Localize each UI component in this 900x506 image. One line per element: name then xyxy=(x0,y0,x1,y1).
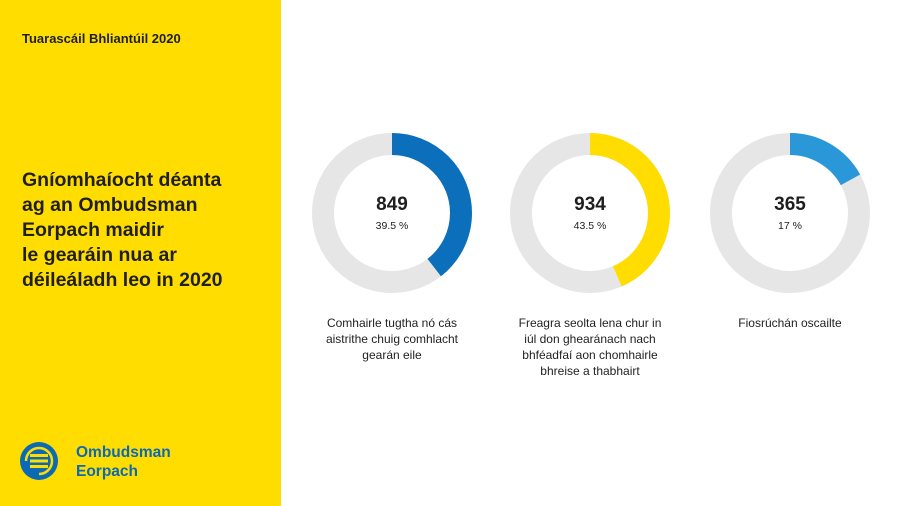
donut-svg xyxy=(312,133,472,293)
donut-chart: 934 43.5 % Freagra seolta lena chur in iúl … xyxy=(500,133,680,383)
donut-caption-line: bhreise a thabhairt xyxy=(540,364,640,378)
donut-caption-line: Fiosrúchán oscailte xyxy=(738,316,842,330)
donut-slice xyxy=(510,133,670,293)
report-label: Tuarascáil Bhliantúil 2020 xyxy=(22,31,181,46)
logo-text-line: Ombudsman xyxy=(76,444,171,461)
headline-line: le gearáin nua ar xyxy=(22,244,177,266)
donut-value-label: 365 xyxy=(774,194,806,215)
donut-caption: Comhairle tugtha nó cás aistrithe chuig c… xyxy=(302,315,482,363)
headline-line: déileáladh leo in 2020 xyxy=(22,269,223,291)
donut-caption-line: Comhairle tugtha nó cás xyxy=(326,316,458,330)
donut-percent-label: 17 % xyxy=(778,220,802,232)
headline-line: Eorpach maidir xyxy=(22,219,164,241)
european-ombudsman-logo-icon xyxy=(20,442,58,480)
donut-percent-label: 43.5 % xyxy=(573,220,607,232)
donut-percent-label: 39.5 % xyxy=(375,220,409,232)
donut-value-label: 934 xyxy=(574,194,606,215)
donut-chart: 849 39.5 % Comhairle tugtha nó cás aistrith… xyxy=(302,133,482,383)
headline-line: Gníomhaíocht déanta xyxy=(22,169,222,191)
logo-text-line: Eorpach xyxy=(76,463,139,480)
donut-caption-line: iúl don ghearánach nach xyxy=(524,332,656,346)
donut-svg xyxy=(710,133,870,293)
donut-slice xyxy=(312,133,472,293)
donut-caption-line: Freagra seolta lena chur in xyxy=(518,316,662,330)
donut-caption-line: aistrithe chuig comhlacht xyxy=(325,332,459,346)
donut-value-label: 849 xyxy=(376,194,408,215)
sidebar-panel: Tuarascáil Bhliantúil 2020 Gníomhaíocht … xyxy=(0,0,281,506)
logo-text: Ombudsman Eorpach xyxy=(76,443,171,481)
logo: Ombudsman Eorpach xyxy=(18,440,198,482)
donut-svg xyxy=(510,133,670,293)
donut-chart: 365 17 % Fiosrúchán oscailte xyxy=(700,133,880,383)
headline: Gníomhaíocht déanta ag an Ombudsman Eorp… xyxy=(22,168,272,293)
donut-slice xyxy=(710,133,870,293)
donut-caption: Freagra seolta lena chur in iúl don ghear… xyxy=(500,315,680,379)
donut-caption-line: gearán eile xyxy=(362,348,422,362)
donut-caption: Fiosrúchán oscailte xyxy=(700,315,880,331)
headline-line: ag an Ombudsman xyxy=(22,194,198,216)
donut-caption-line: bhféadfaí aon chomhairle xyxy=(522,348,658,362)
